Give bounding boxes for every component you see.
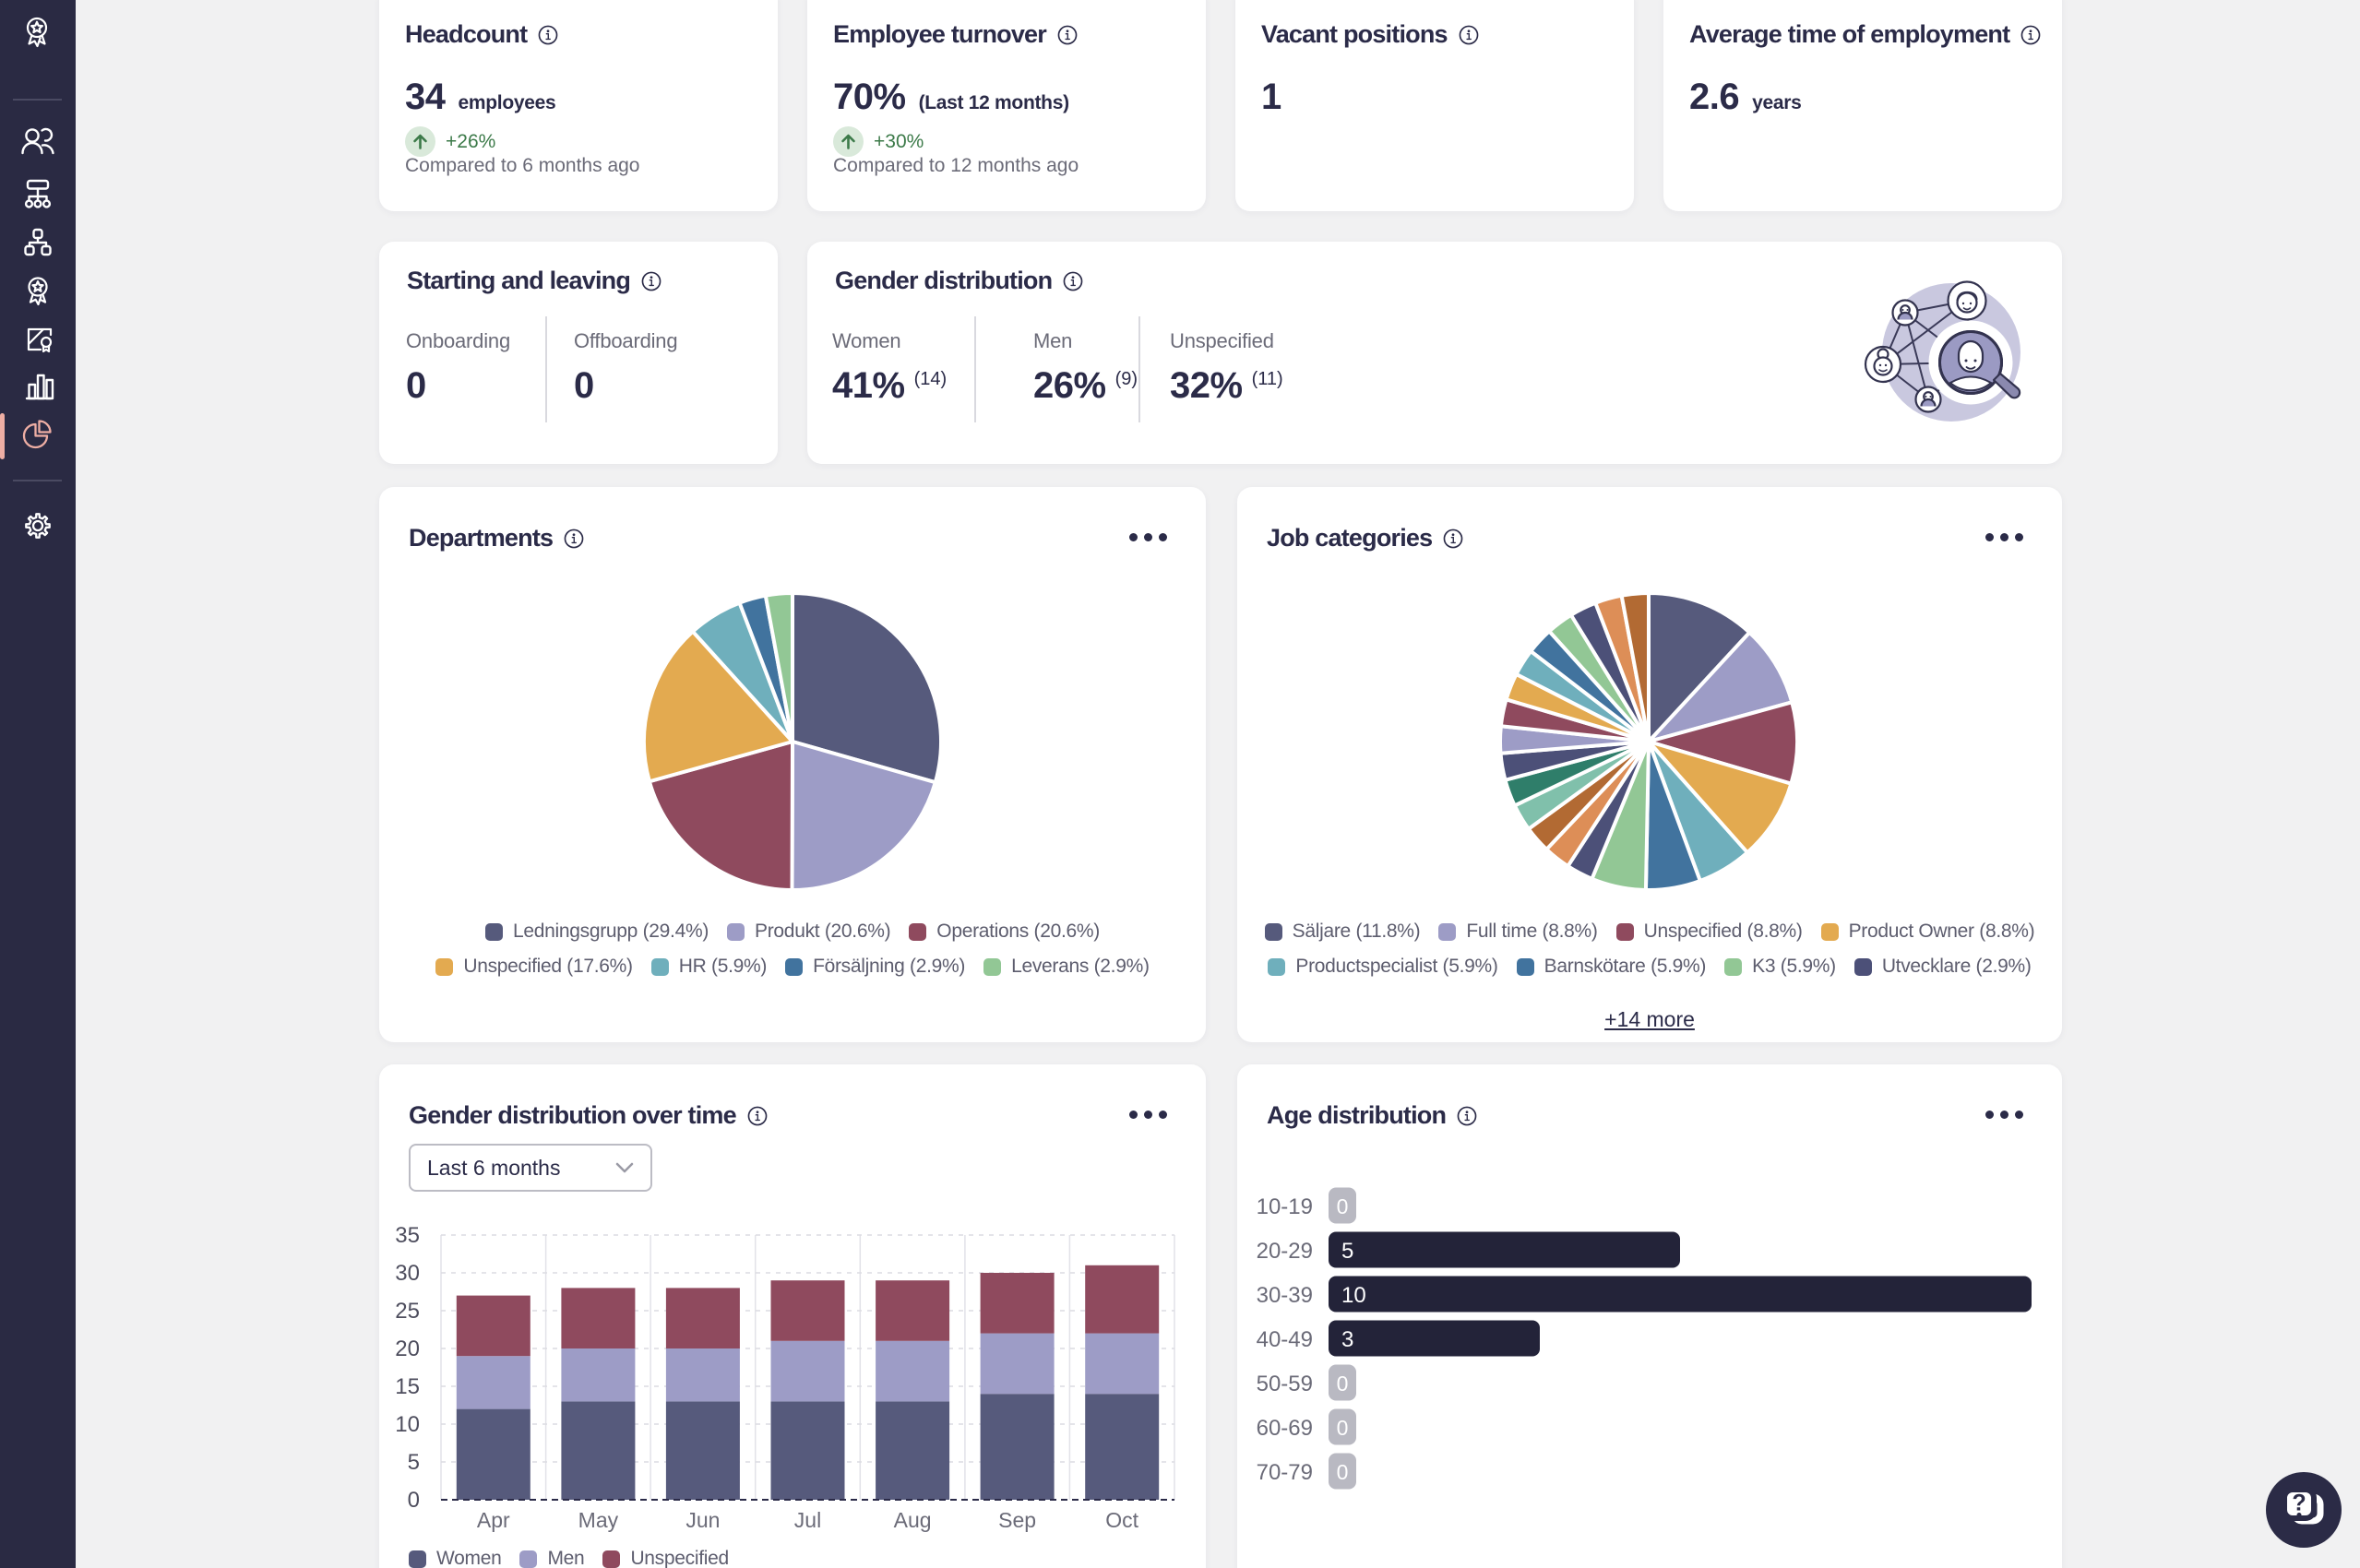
svg-text:5: 5 <box>1341 1239 1353 1264</box>
svg-text:10: 10 <box>395 1412 420 1437</box>
svg-text:10: 10 <box>1341 1283 1366 1308</box>
svg-text:30-39: 30-39 <box>1257 1283 1313 1308</box>
svg-text:Jun: Jun <box>685 1508 720 1532</box>
svg-text:?: ? <box>2292 1491 2306 1516</box>
svg-text:0: 0 <box>1337 1194 1349 1218</box>
svg-text:5: 5 <box>408 1450 420 1475</box>
svg-text:15: 15 <box>395 1374 420 1399</box>
svg-text:25: 25 <box>395 1299 420 1324</box>
svg-text:10-19: 10-19 <box>1257 1194 1313 1219</box>
svg-text:30: 30 <box>395 1261 420 1286</box>
svg-text:Apr: Apr <box>477 1508 510 1532</box>
svg-text:3: 3 <box>1341 1327 1353 1352</box>
svg-text:0: 0 <box>1337 1460 1349 1484</box>
svg-text:20: 20 <box>395 1336 420 1361</box>
svg-text:70-79: 70-79 <box>1257 1460 1313 1485</box>
svg-text:50-59: 50-59 <box>1257 1372 1313 1396</box>
svg-text:20-29: 20-29 <box>1257 1239 1313 1264</box>
svg-text:0: 0 <box>1337 1416 1349 1440</box>
svg-text:Jul: Jul <box>794 1508 821 1532</box>
svg-text:Aug: Aug <box>894 1508 932 1532</box>
svg-text:0: 0 <box>408 1488 420 1513</box>
svg-text:60-69: 60-69 <box>1257 1416 1313 1441</box>
svg-text:May: May <box>578 1508 619 1532</box>
svg-text:35: 35 <box>395 1223 420 1248</box>
svg-text:40-49: 40-49 <box>1257 1327 1313 1352</box>
svg-text:Sep: Sep <box>998 1508 1036 1532</box>
svg-text:Oct: Oct <box>1105 1508 1138 1532</box>
svg-text:0: 0 <box>1337 1372 1349 1396</box>
